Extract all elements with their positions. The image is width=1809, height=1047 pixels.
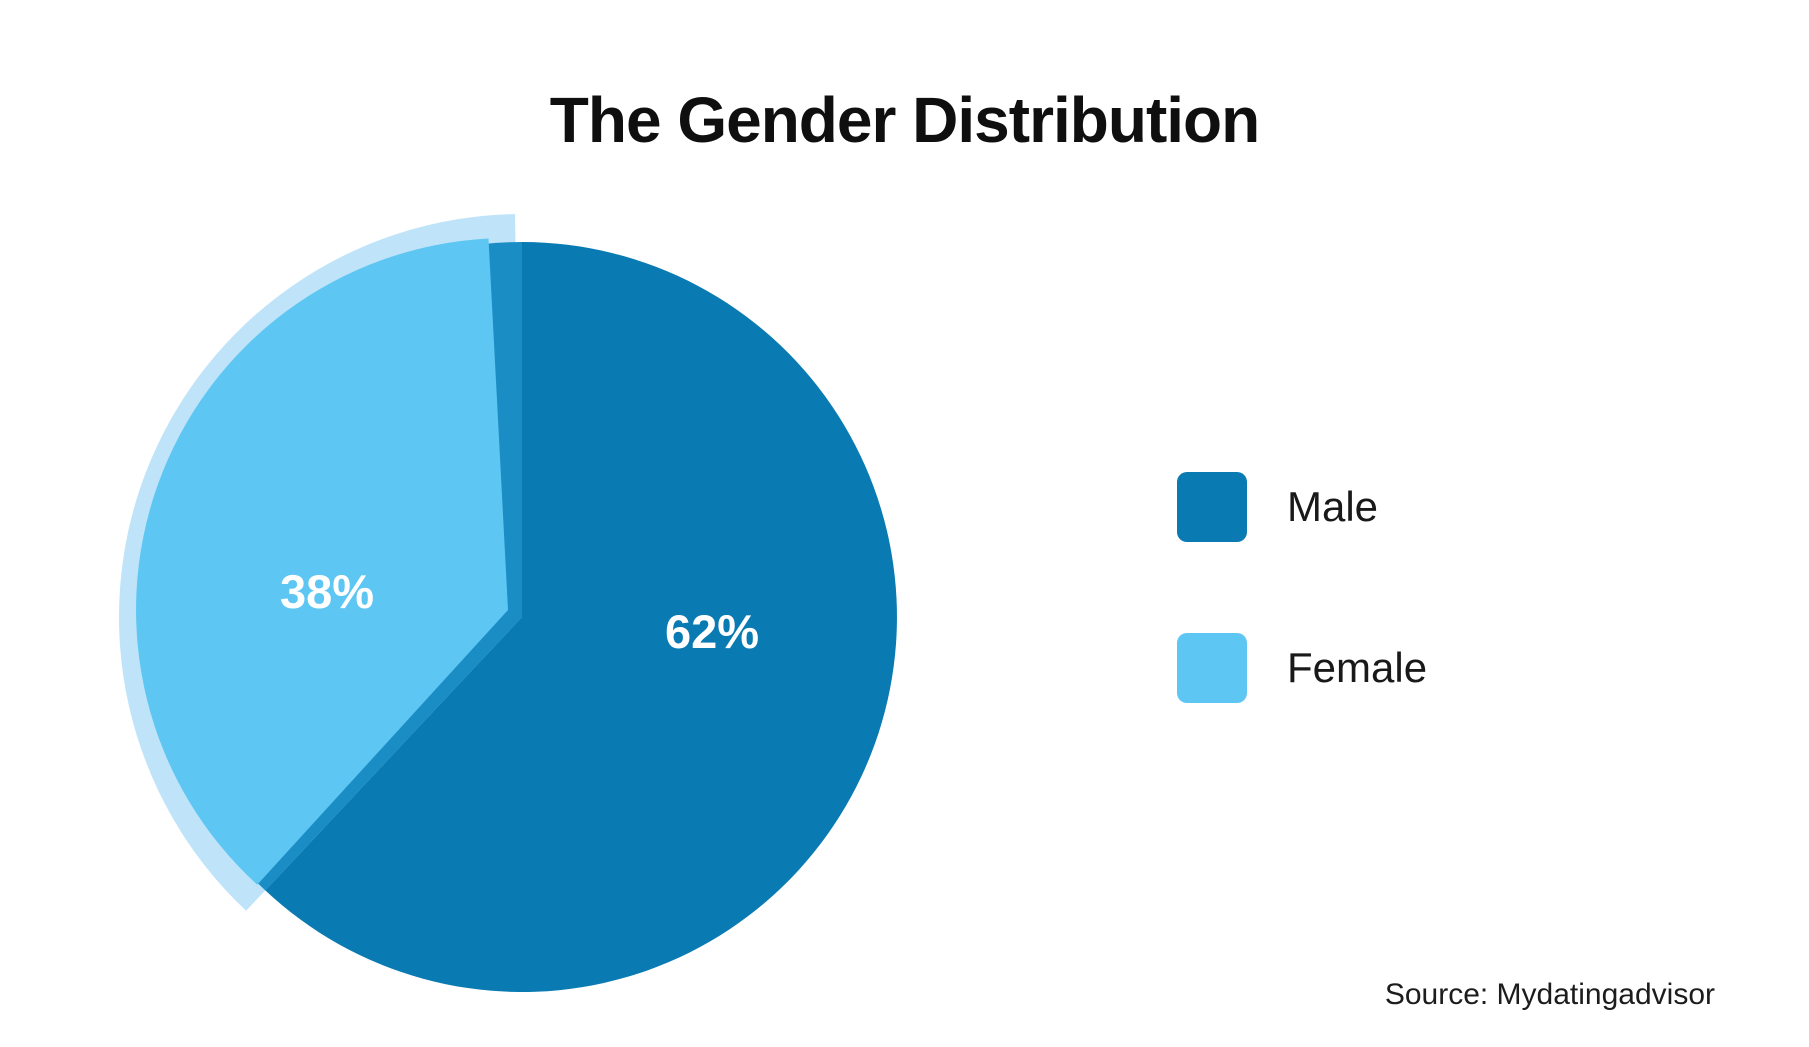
male-color-swatch (1177, 472, 1247, 542)
female-color-swatch (1177, 633, 1247, 703)
chart-title: The Gender Distribution (549, 84, 1260, 156)
legend-label-male: Male (1287, 483, 1379, 530)
legend-item-female: Female (1177, 633, 1577, 703)
legend-label-female: Female (1287, 644, 1428, 691)
source-credit: Source: Mydatingadvisor (1384, 978, 1715, 1011)
legend-item-male: Male (1177, 472, 1577, 542)
female-percentage-label: 38% (280, 565, 374, 618)
male-slice (265, 242, 897, 992)
female-slice (136, 238, 508, 885)
male-percentage-label: 62% (665, 605, 759, 658)
